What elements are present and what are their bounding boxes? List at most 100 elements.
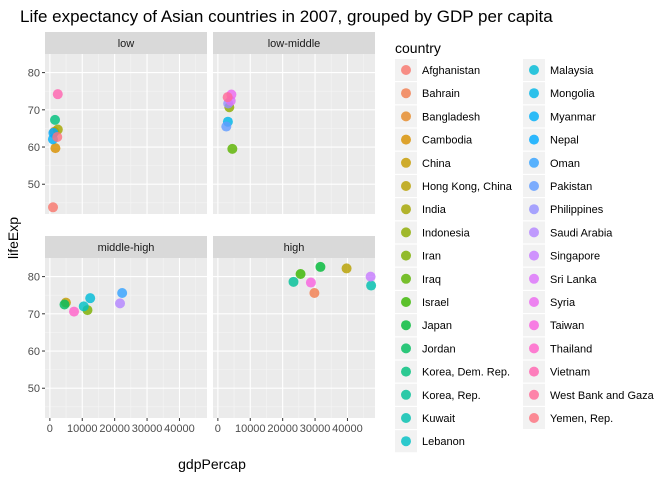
legend-item-bangladesh: Bangladesh — [395, 105, 480, 128]
legend-item-kuwait: Kuwait — [395, 407, 455, 429]
chart-title: Life expectancy of Asian countries in 20… — [20, 7, 553, 26]
point-singapore — [365, 271, 376, 282]
legend-item-iraq: Iraq — [395, 267, 441, 290]
legend-label: Japan — [422, 320, 452, 332]
legend-key-swatch — [401, 111, 411, 122]
legend-label: Sri Lanka — [550, 274, 597, 286]
legend-item-china: China — [395, 151, 452, 174]
legend-item-jordan: Jordan — [395, 337, 456, 360]
legend-item-mongolia: Mongolia — [523, 82, 596, 105]
y-tick-label: 50 — [28, 383, 40, 395]
legend-label: Vietnam — [550, 367, 590, 379]
legend-label: India — [422, 204, 447, 216]
point-saudi-arabia — [115, 298, 126, 309]
legend-key-swatch — [401, 65, 411, 75]
legend-label: Jordan — [422, 343, 456, 355]
legend-label: Bahrain — [422, 88, 460, 100]
point-cambodia — [50, 143, 61, 154]
legend-title: country — [395, 40, 441, 56]
legend-label: Hong Kong, China — [422, 181, 513, 193]
legend-item-afghanistan: Afghanistan — [395, 59, 480, 81]
legend-label: West Bank and Gaza — [550, 390, 655, 402]
facet-low-middle: low-middle — [213, 32, 375, 214]
y-tick-label: 60 — [28, 346, 40, 358]
legend-label: Malaysia — [550, 65, 594, 77]
legend-key-swatch — [529, 227, 539, 238]
legend-key-swatch — [529, 65, 539, 75]
legend-label: Pakistan — [550, 181, 592, 193]
legend-item-korea-rep: Korea, Rep. — [395, 383, 481, 406]
legend-item-taiwan: Taiwan — [523, 314, 584, 337]
legend-item-lebanon: Lebanon — [395, 430, 465, 453]
facet-strip-label: low — [118, 38, 135, 50]
x-tick-label: 40000 — [332, 423, 363, 435]
legend-key-swatch — [401, 436, 411, 447]
legend-item-singapore: Singapore — [523, 244, 600, 267]
legend-item-india: India — [395, 198, 447, 221]
facet-low: low 50 60 70 80 — [28, 32, 207, 214]
legend-label: Syria — [550, 297, 576, 309]
point-kuwait — [366, 280, 377, 291]
legend-key-swatch — [401, 227, 411, 238]
legend-label: Afghanistan — [422, 65, 480, 77]
legend: country Afghanistan Bahrain Bangladesh Camb… — [395, 40, 655, 453]
point-taiwan — [305, 277, 316, 288]
legend-key-swatch — [529, 297, 539, 307]
x-tick-label: 10000 — [235, 423, 266, 435]
facet-high: high 0 10000 20000 30000 40000 — [213, 236, 377, 435]
legend-key-swatch — [529, 134, 539, 145]
y-tick-label: 70 — [28, 105, 40, 117]
x-tick-label: 0 — [215, 423, 221, 435]
legend-label: Thailand — [550, 343, 592, 355]
legend-item-myanmar: Myanmar — [523, 105, 596, 128]
legend-key-swatch — [529, 88, 539, 99]
legend-item-hong-kong-china: Hong Kong, China — [395, 175, 513, 197]
legend-label: Lebanon — [422, 436, 465, 448]
facet-panels: low 50 60 70 80 low-middle middle-high 50 60 70 80… — [28, 32, 377, 435]
legend-item-yemen-rep: Yemen, Rep. — [523, 407, 613, 429]
point-iraq — [227, 143, 238, 154]
legend-key-swatch — [529, 204, 539, 215]
legend-item-cambodia: Cambodia — [395, 128, 473, 151]
x-tick-label: 0 — [47, 423, 53, 435]
legend-item-malaysia: Malaysia — [523, 59, 594, 81]
legend-label: Oman — [550, 158, 580, 170]
legend-key-swatch — [401, 366, 411, 377]
point-korea-rep — [288, 276, 299, 287]
legend-item-philippines: Philippines — [523, 198, 604, 221]
y-tick-label: 60 — [28, 142, 40, 154]
point-hong-kong-china — [341, 263, 352, 274]
legend-key-swatch — [529, 181, 539, 191]
x-axis-title: gdpPercap — [178, 456, 246, 472]
point-yemen-rep — [52, 131, 63, 142]
facet-strip — [213, 236, 375, 258]
panel-background — [45, 258, 207, 418]
legend-item-pakistan: Pakistan — [523, 175, 592, 197]
legend-item-thailand: Thailand — [523, 337, 592, 360]
legend-key-swatch — [401, 413, 411, 423]
point-west-bank-and-gaza — [222, 92, 233, 103]
legend-item-west-bank-and-gaza: West Bank and Gaza — [523, 383, 655, 406]
facet-strip — [213, 32, 375, 54]
y-tick-label: 80 — [28, 68, 40, 80]
legend-item-bahrain: Bahrain — [395, 82, 460, 105]
legend-label: Cambodia — [422, 135, 473, 147]
legend-item-korea-dem-rep: Korea, Dem. Rep. — [395, 360, 510, 383]
x-tick-label: 40000 — [164, 423, 195, 435]
legend-label: Saudi Arabia — [550, 227, 613, 239]
x-tick-label: 30000 — [132, 423, 163, 435]
facet-strip — [45, 32, 207, 54]
point-pakistan — [221, 121, 232, 132]
legend-label: Bangladesh — [422, 111, 480, 123]
legend-label: China — [422, 158, 452, 170]
x-tick-label: 20000 — [99, 423, 130, 435]
facet-strip — [45, 236, 207, 258]
legend-key-swatch — [529, 157, 539, 168]
legend-item-saudi-arabia: Saudi Arabia — [523, 221, 613, 244]
x-tick-label: 30000 — [300, 423, 331, 435]
panel-background — [213, 54, 375, 214]
legend-label: Taiwan — [550, 320, 584, 332]
y-tick-label: 70 — [28, 309, 40, 321]
point-thailand — [69, 306, 80, 317]
